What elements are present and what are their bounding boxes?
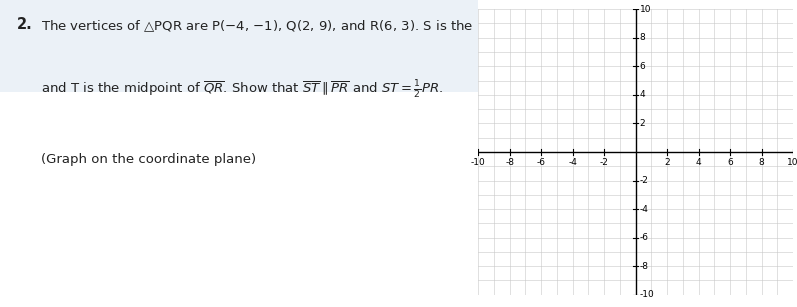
Text: -10: -10	[639, 290, 654, 299]
Text: 6: 6	[727, 158, 733, 167]
Text: -2: -2	[599, 158, 609, 167]
Text: 2: 2	[639, 119, 645, 128]
Text: -4: -4	[568, 158, 577, 167]
Text: -6: -6	[639, 233, 649, 242]
Text: and T is the midpoint of $\overline{QR}$. Show that $\overline{ST}\parallel\over: and T is the midpoint of $\overline{QR}$…	[41, 78, 443, 100]
Text: 2.: 2.	[17, 17, 33, 32]
Text: -8: -8	[639, 262, 649, 271]
Text: -6: -6	[536, 158, 546, 167]
Text: 10: 10	[639, 5, 651, 14]
Text: 6: 6	[639, 62, 646, 71]
Text: 4: 4	[696, 158, 701, 167]
Text: 10: 10	[787, 158, 797, 167]
Text: 4: 4	[639, 90, 645, 99]
Text: -2: -2	[639, 176, 649, 185]
Text: -10: -10	[471, 158, 485, 167]
Text: -8: -8	[505, 158, 514, 167]
Text: -4: -4	[639, 204, 649, 214]
Text: 8: 8	[639, 33, 646, 42]
Bar	[0, 0, 478, 92]
Text: The vertices of △PQR are P(−4, −1), Q(2, 9), and R(6, 3). S is the midpoint of $: The vertices of △PQR are P(−4, −1), Q(2,…	[41, 17, 579, 36]
Text: 2: 2	[664, 158, 670, 167]
Text: (Graph on the coordinate plane): (Graph on the coordinate plane)	[41, 154, 256, 166]
Text: 8: 8	[759, 158, 764, 167]
